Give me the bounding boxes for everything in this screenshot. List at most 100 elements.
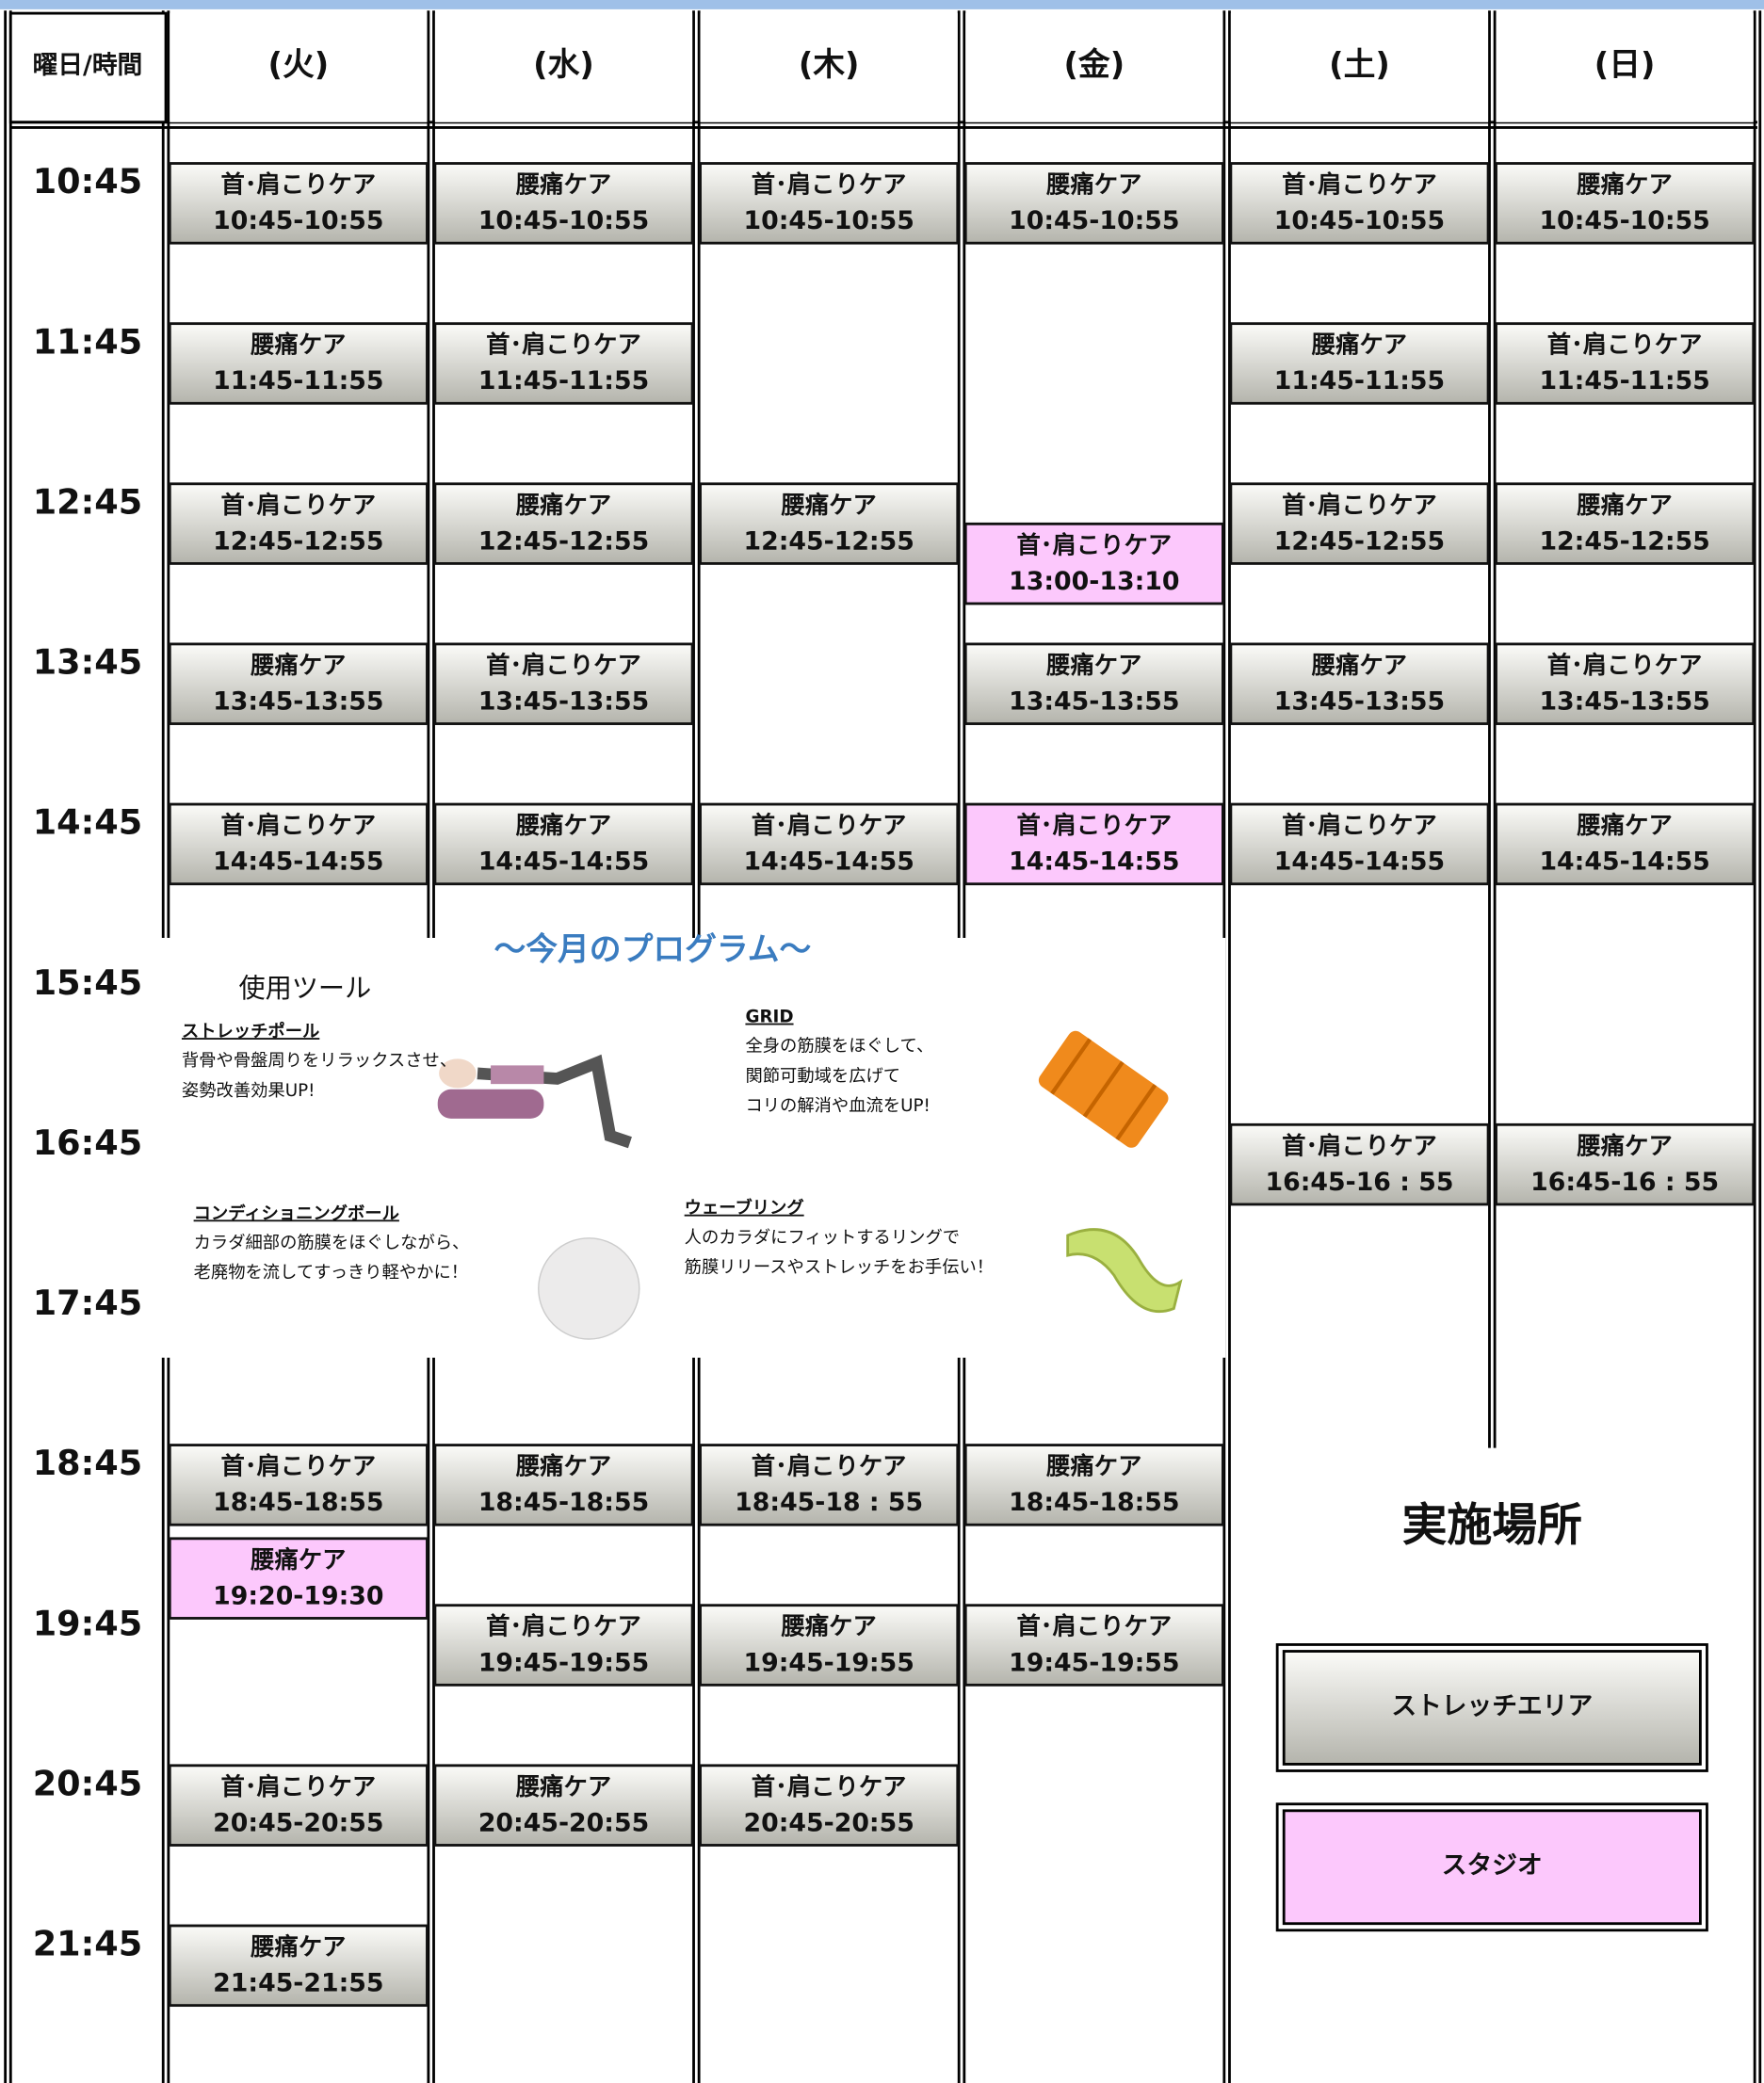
session-time: 13:45-13:55 <box>1274 686 1445 716</box>
session-title: 首･肩こりケア <box>752 811 907 839</box>
session-title: 首･肩こりケア <box>1282 811 1437 839</box>
session-box <box>433 802 694 886</box>
session-time: 10:45-10:55 <box>743 206 914 235</box>
session-box <box>1495 1122 1756 1206</box>
corner-label: 曜日/時間 <box>33 51 143 80</box>
session-box <box>1229 1122 1490 1206</box>
top-bar <box>0 0 1764 9</box>
session-time: 20:45-20:55 <box>478 1808 649 1837</box>
session-box <box>168 162 429 245</box>
tool-description: コリの解消や血流をUP! <box>745 1096 930 1116</box>
legend-label: ストレッチエリア <box>1391 1691 1593 1720</box>
legend-label: スタジオ <box>1442 1851 1543 1881</box>
time-label: 21:45 <box>33 1924 142 1964</box>
session-box <box>433 322 694 405</box>
session-time: 21:45-21:55 <box>213 1969 383 1998</box>
session-box <box>699 802 960 886</box>
session-title: 腰痛ケア <box>1311 331 1407 359</box>
session-box <box>1495 322 1756 405</box>
program-title: 〜今月のプログラム〜 <box>494 931 811 968</box>
session-time: 20:45-20:55 <box>213 1808 383 1837</box>
session-box <box>433 1604 694 1687</box>
session-title: 腰痛ケア <box>515 1452 611 1480</box>
session-title: 首･肩こりケア <box>1547 331 1703 359</box>
legend-box-outer <box>1275 1802 1708 1932</box>
session-time: 14:45-14:55 <box>478 848 649 877</box>
session-box <box>1495 162 1756 245</box>
session-time: 11:45-11:55 <box>478 366 649 396</box>
tool-name: ストレッチポール <box>182 1021 319 1042</box>
session-title: 腰痛ケア <box>515 811 611 839</box>
session-title: 首･肩こりケア <box>221 1452 377 1480</box>
day-label: (日) <box>1594 46 1656 83</box>
legend-box-outer <box>1275 1643 1708 1772</box>
header-cell <box>170 13 428 122</box>
time-label: 13:45 <box>33 642 142 683</box>
session-box <box>168 642 429 725</box>
session-time: 19:45-19:55 <box>1009 1648 1179 1677</box>
session-box <box>963 1444 1224 1526</box>
session-box <box>699 1604 960 1687</box>
session-title: 首･肩こりケア <box>1282 1131 1437 1159</box>
session-time: 13:00-13:10 <box>1009 567 1179 596</box>
time-label: 18:45 <box>33 1443 142 1483</box>
program-subtitle: 使用ツール <box>238 973 371 1004</box>
panel-bg <box>160 937 1226 1358</box>
session-title: 腰痛ケア <box>515 491 611 519</box>
session-title: 首･肩こりケア <box>1016 530 1172 558</box>
session-box <box>699 1444 960 1526</box>
ball-icon <box>538 1237 640 1340</box>
session-box <box>168 1537 429 1620</box>
legend-box <box>1282 1650 1702 1766</box>
time-label: 12:45 <box>33 481 142 522</box>
time-label: 20:45 <box>33 1763 142 1803</box>
session-title: 腰痛ケア <box>1576 811 1672 839</box>
session-time: 18:45-18:55 <box>478 1488 649 1517</box>
session-time: 11:45-11:55 <box>1539 366 1709 396</box>
session-time: 14:45-14:55 <box>1009 848 1179 877</box>
session-box <box>433 1764 694 1847</box>
session-time: 10:45-10:55 <box>478 206 649 235</box>
time-label: 11:45 <box>33 321 142 362</box>
session-title: 腰痛ケア <box>1576 1131 1672 1159</box>
session-time: 13:45-13:55 <box>1539 686 1709 716</box>
legend-box <box>1282 1809 1702 1926</box>
session-time: 12:45-12:55 <box>1539 526 1709 556</box>
session-box <box>168 322 429 405</box>
session-title: 腰痛ケア <box>780 491 876 519</box>
session-title: 首･肩こりケア <box>486 1612 641 1640</box>
session-title: 首･肩こりケア <box>221 1772 377 1800</box>
session-time: 19:45-19:55 <box>743 1648 914 1677</box>
program-panel <box>160 937 1226 1358</box>
session-title: 首･肩こりケア <box>1016 811 1172 839</box>
time-label: 19:45 <box>33 1603 142 1643</box>
session-time: 11:45-11:55 <box>213 366 383 396</box>
session-box <box>963 522 1224 606</box>
header-cell <box>965 13 1223 122</box>
day-label: (土) <box>1329 46 1390 83</box>
day-label: (木) <box>799 46 860 83</box>
ring-icon <box>1066 1228 1183 1314</box>
session-title: 腰痛ケア <box>1576 170 1672 198</box>
session-time: 14:45-14:55 <box>743 848 914 877</box>
time-label: 16:45 <box>33 1122 142 1163</box>
session-title: 腰痛ケア <box>1045 1452 1141 1480</box>
session-box <box>699 162 960 245</box>
session-box <box>963 802 1224 886</box>
session-title: 腰痛ケア <box>1045 170 1141 198</box>
legend-title: 実施場所 <box>1402 1499 1582 1551</box>
day-label: (火) <box>268 46 330 83</box>
session-title: 腰痛ケア <box>250 1932 346 1961</box>
session-box <box>963 162 1224 245</box>
tool-description: 姿勢改善効果UP! <box>182 1081 316 1101</box>
session-box <box>168 1444 429 1526</box>
session-box <box>1495 642 1756 725</box>
session-title: 腰痛ケア <box>1045 651 1141 679</box>
session-time: 12:45-12:55 <box>1274 526 1445 556</box>
tool-description: 関節可動域を広げて <box>745 1066 900 1086</box>
session-title: 腰痛ケア <box>250 1545 346 1574</box>
session-title: 首･肩こりケア <box>221 491 377 519</box>
session-box <box>168 802 429 886</box>
session-time: 16:45-16 : 55 <box>1530 1168 1719 1197</box>
session-title: 首･肩こりケア <box>1282 170 1437 198</box>
